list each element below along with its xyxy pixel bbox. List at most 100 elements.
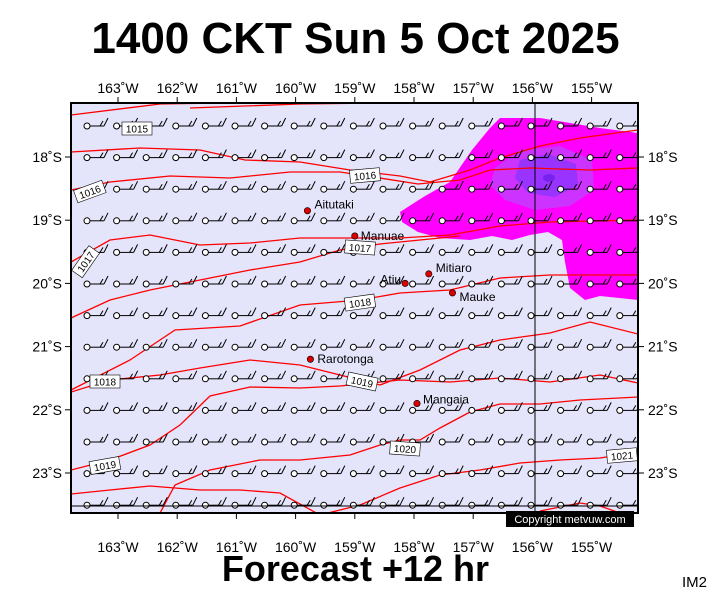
wind-barb	[409, 244, 435, 256]
wind-barb	[83, 496, 109, 509]
wind-barb	[142, 244, 168, 256]
wind-barb	[83, 275, 109, 288]
lon-tick-bottom: 158˚W	[393, 539, 435, 555]
wind-barb	[468, 275, 494, 288]
wind-barb	[172, 275, 198, 288]
wind-barb	[231, 465, 257, 478]
place-marker	[303, 207, 311, 215]
wind-barb	[527, 402, 553, 414]
isobar-label: 1018	[89, 374, 121, 389]
wind-barb	[349, 117, 375, 130]
wind-barb	[379, 402, 405, 414]
wind-barb	[83, 212, 109, 225]
wind-barb	[142, 180, 168, 193]
wind-barb	[113, 307, 139, 320]
wind-barb	[201, 402, 227, 414]
wind-barb	[172, 244, 198, 256]
wind-barb	[231, 433, 257, 446]
wind-barb	[527, 307, 553, 320]
wind-barb	[349, 212, 375, 225]
isobar-label: 1019	[345, 371, 379, 392]
wind-barb	[586, 117, 612, 130]
wind-barb	[261, 180, 287, 193]
lat-tick-left: 19˚S	[32, 212, 62, 228]
wind-barb	[142, 149, 168, 162]
wind-barb	[557, 338, 583, 351]
wind-barb	[557, 149, 583, 162]
wind-barb	[468, 402, 494, 414]
wind-barb	[172, 180, 198, 193]
place-marker	[306, 355, 314, 363]
copyright-box	[506, 511, 634, 527]
wind-barb	[172, 496, 198, 509]
wind-barb	[142, 275, 168, 288]
wind-barb	[320, 212, 346, 225]
svg-text:1017: 1017	[348, 243, 371, 256]
place-marker	[401, 279, 409, 287]
lon-tick-top: 161˚W	[216, 80, 258, 96]
wind-barb	[497, 307, 523, 320]
wind-barb	[616, 468, 638, 478]
lon-tick-top: 162˚W	[157, 80, 199, 96]
svg-text:1018: 1018	[348, 297, 372, 311]
wind-barb	[290, 244, 316, 256]
wind-barb	[261, 244, 287, 256]
lon-tick-bottom: 161˚W	[216, 539, 258, 555]
wind-barb	[527, 117, 553, 130]
wind-barb	[616, 215, 638, 225]
wind-barb	[586, 307, 612, 320]
wind-barb	[468, 338, 494, 351]
wind-barb	[320, 180, 346, 193]
place-mitiaro: Mitiaro	[425, 261, 472, 278]
place-markers: Aitutaki Manuae Mitiaro Atiu Mauke Rarotonga M…	[303, 198, 496, 407]
wind-barb	[409, 402, 435, 414]
copyright-text: Copyright metvuw.com	[514, 514, 625, 526]
wind-barb	[290, 180, 316, 193]
wind-barb	[320, 244, 346, 256]
wind-barb	[201, 275, 227, 288]
wind-barb	[438, 149, 464, 162]
wind-barb	[586, 433, 612, 446]
wind-barb	[409, 338, 435, 351]
isobar-label: 1019	[88, 456, 122, 475]
wind-barb	[349, 433, 375, 446]
lon-tick-bottom: 163˚W	[97, 539, 139, 555]
place-label: Mangaia	[423, 392, 469, 406]
wind-barb	[586, 338, 612, 351]
wind-barb	[113, 433, 139, 446]
wind-barb	[142, 307, 168, 320]
place-marker	[413, 399, 421, 407]
wind-barb	[290, 338, 316, 351]
wind-barb	[113, 496, 139, 509]
wind-barb	[172, 370, 198, 383]
wind-barb	[231, 149, 257, 162]
wind-barb	[586, 370, 612, 383]
place-label: Mitiaro	[436, 261, 472, 275]
wind-barb	[290, 307, 316, 320]
wind-barb	[290, 433, 316, 446]
wind-barb	[290, 212, 316, 225]
wind-barb	[557, 370, 583, 383]
lat-tick-left: 20˚S	[32, 275, 62, 291]
wind-barb	[586, 496, 612, 509]
wind-barb	[172, 402, 198, 414]
wind-barb	[468, 212, 494, 225]
wind-barb	[113, 180, 139, 193]
lon-tick-top: 155˚W	[571, 80, 613, 96]
wind-barb	[616, 405, 638, 414]
wind-barb	[527, 212, 553, 225]
wind-barb	[557, 496, 583, 509]
place-label: Manuae	[361, 229, 405, 243]
wind-barb	[409, 496, 435, 509]
map-axes: 163˚W 163˚W 162˚W 162˚W 161˚W 161˚W 160˚W 160˚W…	[32, 80, 677, 555]
place-label: Atiu	[380, 272, 401, 286]
wind-barb	[231, 180, 257, 193]
wind-barb	[616, 499, 638, 509]
wind-barb	[320, 433, 346, 446]
wind-barb	[172, 149, 198, 162]
wind-barb	[83, 433, 109, 446]
wind-barb	[113, 244, 139, 256]
wind-barb	[142, 402, 168, 414]
wind-barb	[557, 244, 583, 256]
wind-barb	[83, 338, 109, 351]
